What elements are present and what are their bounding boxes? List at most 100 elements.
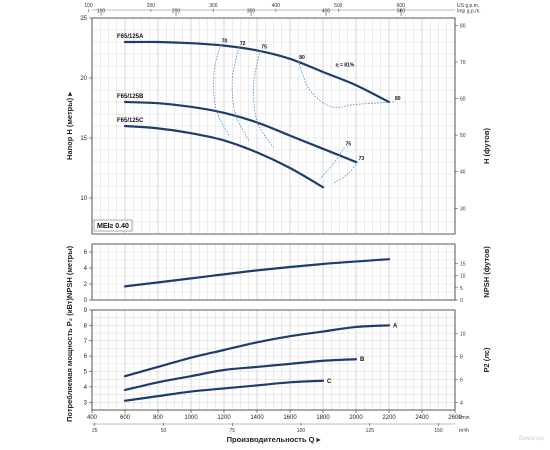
x-tick-label: 1800 [316, 415, 330, 421]
top-impgpm-unit: Imp g.p.m. [457, 9, 481, 15]
power-ytick-right-label: 10 [460, 332, 466, 338]
x-tick-label: 1000 [184, 415, 198, 421]
power-ytick-label: 5 [84, 370, 88, 376]
power-series-label: C [327, 379, 332, 385]
top-usgpm-label: 200 [147, 3, 156, 9]
head-curve-f65-125a [123, 40, 391, 104]
efficiency-isoline [231, 46, 250, 141]
head-ytick-right-label: 50 [460, 133, 466, 139]
npsh-curve [123, 258, 391, 288]
top-usgpm-label: 100 [84, 3, 93, 9]
x-unit-label: l/min [459, 415, 470, 421]
efficiency-label: 73 [359, 156, 365, 162]
npsh-ytick-label: 4 [84, 266, 88, 272]
npsh-ylabel-right: NPSH (футов) [482, 246, 491, 298]
npsh-panel-frame [91, 243, 456, 301]
x-tick-label: 400 [87, 415, 98, 421]
top-usgpm-label: 500 [334, 3, 343, 9]
head-ytick-label: 15 [80, 136, 87, 142]
head-ytick-label: 20 [80, 76, 87, 82]
x-tick-bottom-label: 25 [92, 428, 98, 434]
head-ytick-right-label: 30 [460, 206, 466, 212]
power-ytick-label: 3 [84, 400, 88, 406]
power-curve-c [123, 379, 325, 402]
x-tick-label: 600 [120, 415, 131, 421]
efficiency-label: 75 [345, 142, 351, 148]
power-series-label: B [360, 357, 365, 363]
x-tick-bottom-label: 125 [366, 428, 375, 434]
npsh-ytick-label: 2 [84, 282, 88, 288]
x-tick-label: 1600 [283, 415, 297, 421]
x-unit-bottom-label: m³/h [459, 428, 469, 434]
power-ytick-label: 7 [84, 339, 88, 345]
head-series-label: F65/125B [117, 94, 144, 100]
head-ylabel: Напор H (метры) ▸ [65, 91, 74, 160]
head-ytick-right-label: 70 [460, 60, 466, 66]
efficiency-label: 80 [395, 96, 401, 102]
top-usgpm-label: 400 [272, 3, 281, 9]
npsh-ytick-right-label: 10 [460, 274, 466, 280]
top-impgpm-label: 500 [397, 9, 406, 15]
power-ytick-label: 6 [84, 354, 88, 360]
npsh-ytick-right-label: 5 [460, 286, 463, 292]
efficiency-isoline [213, 44, 230, 136]
npsh-ylabel: NPSH (метры) [65, 245, 74, 298]
x-tick-label: 800 [153, 415, 164, 421]
head-panel-grid [91, 17, 456, 235]
top-impgpm-label: 200 [172, 9, 181, 15]
head-curve-f65-125c [123, 124, 325, 189]
x-tick-bottom-label: 150 [434, 428, 443, 434]
watermark: Вималор [518, 436, 544, 442]
x-tick-bottom-label: 100 [297, 428, 306, 434]
efficiency-label: 75 [261, 44, 267, 50]
power-ytick-label: 4 [84, 385, 88, 391]
power-ytick-right-label: 8 [460, 355, 463, 361]
x-tick-label: 2000 [349, 415, 363, 421]
power-panel-frame [91, 309, 456, 411]
head-ytick-label: 10 [80, 196, 87, 202]
x-axis-title: Производительность Q ▸ [227, 435, 322, 444]
top-usgpm-label: 300 [209, 3, 218, 9]
npsh-panel-grid [91, 243, 456, 301]
power-ylabel-right: P2 (лс) [482, 347, 491, 373]
head-ytick-label: 25 [80, 16, 87, 22]
power-ylabel: Потребляемая мощность P₂ (кВт) [65, 298, 74, 422]
npsh-ytick-label: 0 [84, 298, 88, 304]
efficiency-label: 72 [240, 41, 246, 47]
x-tick-label: 1400 [250, 415, 264, 421]
mei-box [93, 219, 133, 232]
power-curve-a [123, 324, 391, 378]
efficiency-isoline [297, 61, 394, 108]
power-curve-b [123, 358, 358, 392]
x-tick-bottom-label: 50 [161, 428, 167, 434]
head-curve-f65-125b [123, 100, 358, 164]
power-ytick-right-label: 4 [460, 401, 463, 407]
npsh-ytick-right-label: 15 [460, 261, 466, 267]
x-tick-label: 2400 [415, 415, 429, 421]
head-ytick-right-label: 60 [460, 97, 466, 103]
efficiency-isoline [332, 161, 358, 184]
top-usgpm-unit: US g.p.m. [457, 3, 479, 9]
top-impgpm-label: 100 [97, 9, 106, 15]
head-series-label: F65/125A [117, 34, 144, 40]
power-panel-grid [91, 309, 456, 411]
efficiency-label: η = 81% [336, 62, 355, 68]
x-tick-label: 2600 [448, 415, 462, 421]
head-ylabel-right: H (футов) [482, 128, 491, 164]
top-impgpm-label: 300 [247, 9, 256, 15]
top-usgpm-label: 600 [397, 3, 406, 9]
mei-annotation: MEI≥ 0.40 [97, 223, 129, 230]
x-tick-label: 2200 [382, 415, 396, 421]
efficiency-label: 70 [222, 38, 228, 44]
power-ytick-label: 8 [84, 323, 88, 329]
top-impgpm-label: 400 [322, 9, 331, 15]
x-tick-bottom-label: 75 [229, 428, 235, 434]
power-series-label: A [393, 323, 398, 329]
power-ytick-label: 9 [84, 308, 88, 314]
npsh-ytick-label: 6 [84, 250, 88, 256]
head-ytick-right-label: 80 [460, 23, 466, 29]
efficiency-isoline [253, 50, 274, 148]
head-panel-frame [91, 17, 456, 235]
power-ytick-right-label: 6 [460, 378, 463, 384]
